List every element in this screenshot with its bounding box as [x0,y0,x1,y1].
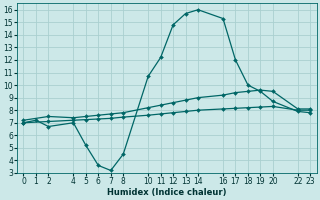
X-axis label: Humidex (Indice chaleur): Humidex (Indice chaleur) [107,188,227,197]
